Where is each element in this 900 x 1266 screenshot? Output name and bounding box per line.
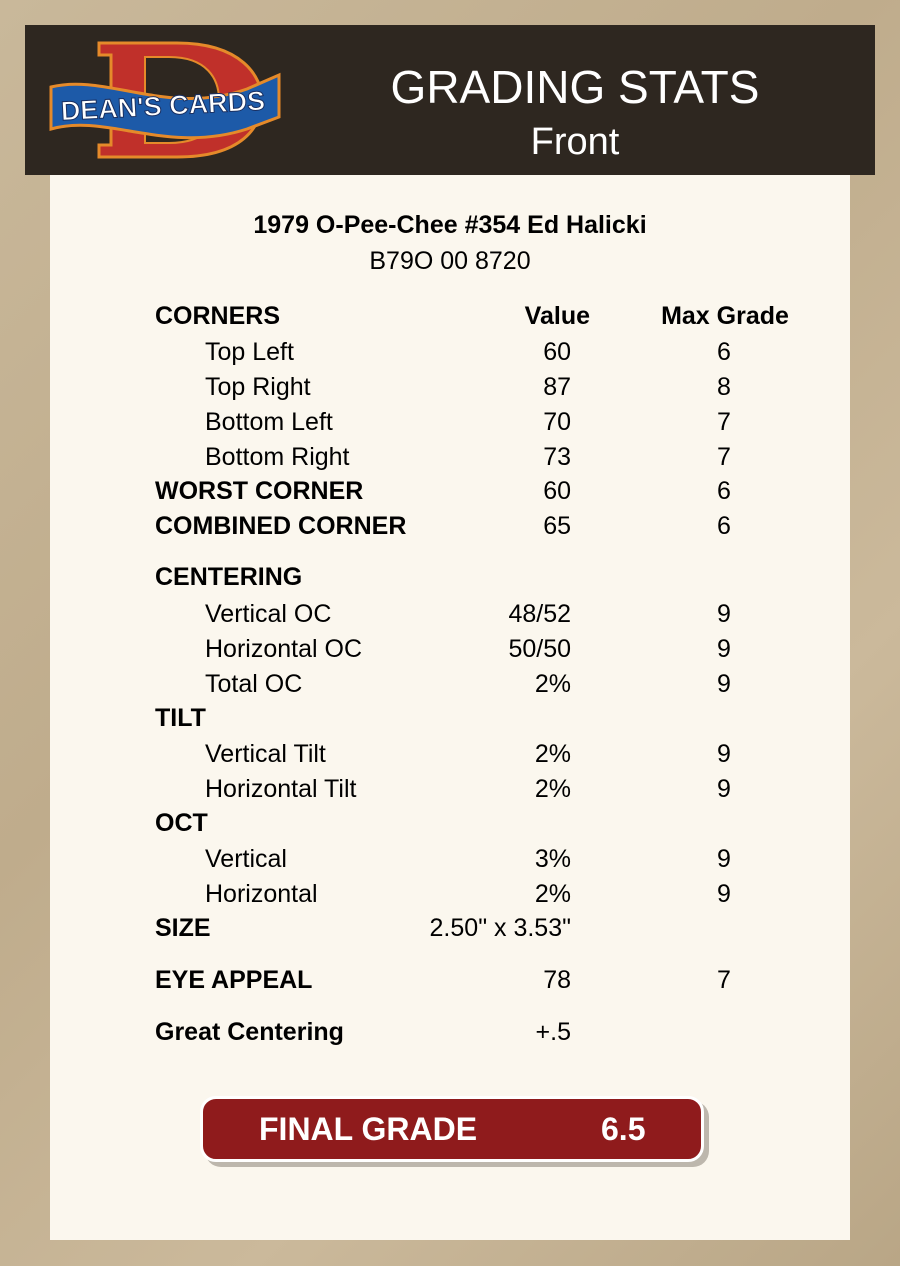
- stat-max-grade: 9: [717, 845, 731, 873]
- stat-row: EYE APPEAL 78 7: [50, 965, 850, 995]
- stat-row: Top Right 87 8: [50, 372, 850, 402]
- header-bar: DEAN'S CARDS GRADING STATS Front: [25, 25, 875, 175]
- stat-label: Great Centering: [155, 1018, 344, 1046]
- stat-row: Great Centering +.5: [50, 1017, 850, 1047]
- stat-value: 2%: [534, 670, 571, 698]
- stat-value: 87: [543, 373, 571, 401]
- stat-row: WORST CORNER 60 6: [50, 476, 850, 506]
- stat-value: 2%: [534, 740, 571, 768]
- stat-max-grade: 9: [717, 740, 731, 768]
- stat-max-grade: 9: [717, 600, 731, 628]
- stat-value: 2.50" x 3.53": [429, 914, 571, 942]
- stat-max-grade: 7: [717, 443, 731, 471]
- stat-value: 2%: [534, 880, 571, 908]
- stat-label: Bottom Right: [205, 443, 350, 471]
- stat-row: Horizontal Tilt 2% 9: [50, 774, 850, 804]
- page-title: GRADING STATS: [390, 61, 760, 113]
- stat-value: 73: [543, 443, 571, 471]
- stat-max-grade: 9: [717, 880, 731, 908]
- stat-value: 60: [543, 338, 571, 366]
- stat-value: 48/52: [508, 600, 571, 628]
- stat-value: 70: [543, 408, 571, 436]
- value-column-header: Value: [524, 302, 590, 330]
- stat-value: +.5: [535, 1018, 571, 1046]
- stat-max-grade: 9: [717, 775, 731, 803]
- stat-max-grade: 6: [717, 338, 731, 366]
- stat-row: Total OC 2% 9: [50, 669, 850, 699]
- stat-row: CENTERING: [50, 562, 850, 592]
- stat-max-grade: 9: [717, 670, 731, 698]
- stat-max-grade: 8: [717, 373, 731, 401]
- stat-label: Top Left: [205, 338, 294, 366]
- stat-label: Top Right: [205, 373, 311, 401]
- stat-label: COMBINED CORNER: [155, 512, 407, 540]
- stat-label: Horizontal OC: [205, 635, 362, 663]
- stat-label: Horizontal Tilt: [205, 775, 357, 803]
- stat-label: Vertical OC: [205, 600, 332, 628]
- stat-row: OCT: [50, 808, 850, 838]
- stat-row: Vertical OC 48/52 9: [50, 599, 850, 629]
- stat-label: OCT: [155, 809, 208, 837]
- final-grade-label: FINAL GRADE: [259, 1111, 478, 1147]
- stat-max-grade: 9: [717, 635, 731, 663]
- stat-row: COMBINED CORNER 65 6: [50, 511, 850, 541]
- stat-label: Vertical: [205, 845, 287, 873]
- stat-max-grade: 6: [717, 477, 731, 505]
- stat-row: TILT: [50, 703, 850, 733]
- stat-label: SIZE: [155, 914, 211, 942]
- stat-label: WORST CORNER: [155, 477, 364, 505]
- max-grade-column-header: Max Grade: [661, 302, 789, 330]
- stat-label: CORNERS: [155, 302, 281, 330]
- stat-label: Horizontal: [205, 880, 318, 908]
- stat-label: Bottom Left: [205, 408, 333, 436]
- stat-value: 50/50: [508, 635, 571, 663]
- final-grade-banner: FINAL GRADE 6.5: [200, 1096, 704, 1162]
- card-name: 1979 O-Pee-Chee #354 Ed Halicki: [253, 211, 647, 239]
- stat-max-grade: 7: [717, 408, 731, 436]
- stat-label: TILT: [155, 704, 206, 732]
- stat-row: Vertical 3% 9: [50, 844, 850, 874]
- stat-value: 2%: [534, 775, 571, 803]
- stat-label: Total OC: [205, 670, 303, 698]
- stat-label: CENTERING: [155, 563, 303, 591]
- final-grade-value: 6.5: [601, 1111, 646, 1147]
- stat-label: EYE APPEAL: [155, 966, 313, 994]
- stat-label: Vertical Tilt: [205, 740, 326, 768]
- stat-row: Bottom Left 70 7: [50, 407, 850, 437]
- stat-row: Vertical Tilt 2% 9: [50, 739, 850, 769]
- stat-value: 78: [543, 966, 571, 994]
- stat-row: CORNERS Value Max Grade: [50, 301, 850, 331]
- stat-row: SIZE 2.50" x 3.53": [50, 913, 850, 943]
- stat-row: Horizontal 2% 9: [50, 879, 850, 909]
- deans-cards-logo: DEAN'S CARDS: [49, 41, 281, 159]
- stat-max-grade: 7: [717, 966, 731, 994]
- stat-value: 3%: [534, 845, 571, 873]
- stat-max-grade: 6: [717, 512, 731, 540]
- grading-panel: 1979 O-Pee-Chee #354 Ed Halicki B79O 00 …: [50, 175, 850, 1240]
- stat-row: Bottom Right 73 7: [50, 442, 850, 472]
- page-subtitle: Front: [530, 121, 620, 163]
- stat-row: Top Left 60 6: [50, 337, 850, 367]
- cert-number: B79O 00 8720: [369, 247, 531, 275]
- stat-row: Horizontal OC 50/50 9: [50, 634, 850, 664]
- stat-value: 60: [543, 477, 571, 505]
- stat-value: 65: [543, 512, 571, 540]
